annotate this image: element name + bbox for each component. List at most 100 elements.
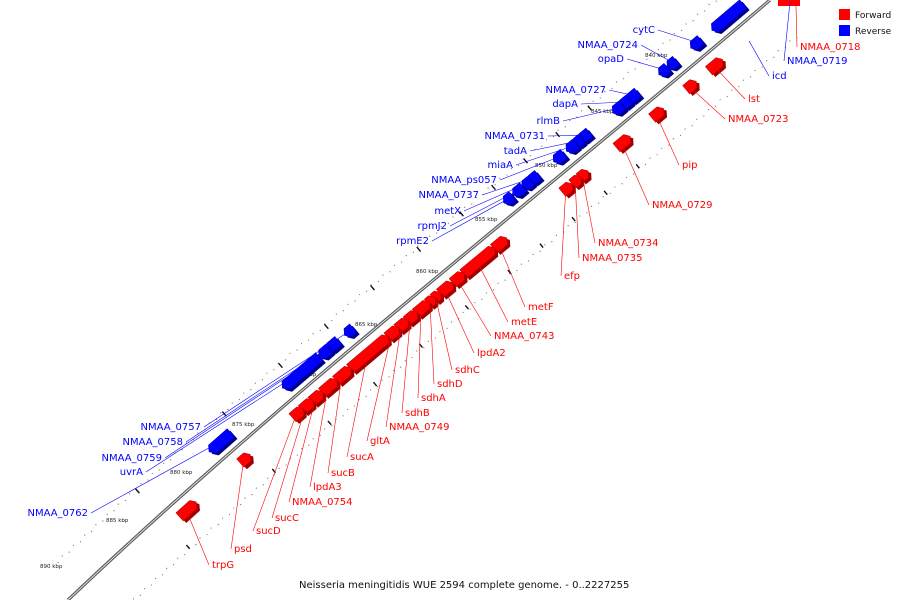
ruler-dot-lower — [551, 241, 553, 243]
gene-metE-leader — [477, 262, 509, 323]
gene-rpmE2-label: rpmE2 — [396, 236, 429, 247]
ruler-dot-lower — [210, 527, 212, 529]
ruler-kbp-label: 890 kbp — [40, 564, 63, 570]
ruler-dot-lower — [633, 173, 635, 175]
gene-NMAA_0727-label: NMAA_0727 — [545, 85, 606, 96]
ruler-major-tick-lower — [464, 304, 470, 310]
ruler-dot-upper — [289, 352, 291, 355]
gene-NMAA_0729-label: NMAA_0729 — [652, 200, 713, 211]
ruler-dot-upper — [557, 129, 559, 131]
ruler-dot-lower — [154, 577, 157, 580]
gene-NMAA_0734-leader — [581, 175, 596, 244]
gene-tadA-label: tadA — [504, 146, 527, 157]
gene-metF-label: metF — [528, 302, 554, 313]
ruler-dot-upper — [681, 29, 683, 31]
gene-sucC-label: sucC — [275, 513, 299, 524]
ruler-dot-upper — [79, 541, 82, 543]
ruler-dot-upper — [692, 20, 694, 22]
gene-uvrA-leader — [145, 370, 303, 473]
ruler-dot-upper — [181, 449, 183, 451]
ruler-major-tick-lower — [571, 216, 576, 222]
ruler-dot-upper — [592, 100, 594, 102]
gene-NMAA_ps057-label: NMAA_ps057 — [431, 175, 497, 186]
ruler-dot-lower — [684, 128, 686, 130]
ruler-dot-lower — [450, 321, 453, 323]
ruler-dot-lower — [434, 337, 437, 339]
ruler-dot-upper — [57, 561, 59, 564]
gene-psd-leader — [230, 459, 244, 550]
gene-labels: cytC NMAA_0724 opaD NMAA_0727 dapA rlmB NMAA_0… — [27, 1, 861, 571]
ruler-dot-lower — [492, 289, 495, 291]
ruler-dot-lower — [691, 125, 693, 127]
ruler-dot-lower — [644, 163, 647, 166]
gene-sdhD-label: sdhD — [437, 379, 463, 390]
gene-NMAA_0727-leader — [608, 89, 634, 96]
gene-NMAA_0754-leader — [288, 397, 316, 503]
ruler-dot-upper — [627, 71, 629, 73]
ruler-dot-lower — [331, 425, 333, 427]
ruler-dot-upper — [529, 155, 531, 157]
ruler-dot-lower — [567, 225, 569, 227]
genome-caption: Neisseria meningitidis WUE 2594 complete… — [299, 580, 629, 591]
backbone-arc — [66, 0, 772, 600]
gene-NMAA_0759-label: NMAA_0759 — [101, 453, 162, 464]
ruler-dot-lower — [462, 311, 464, 313]
ruler-dot-lower — [621, 183, 623, 185]
ruler-kbp-label: 865 kbp — [355, 322, 378, 328]
gene-miaA-leader — [515, 145, 573, 166]
ruler-dot-upper — [475, 197, 477, 199]
ruler-dot-upper — [389, 271, 391, 273]
gene-NMAA_0743-leader — [456, 279, 492, 337]
gene-NMAA_0759-leader — [164, 351, 326, 459]
gene-lpdA2-label: lpdA2 — [477, 348, 506, 359]
gene-metE-label: metE — [511, 317, 537, 328]
gene-sucC-leader — [271, 406, 307, 519]
ruler-dot-lower — [161, 574, 164, 576]
gene-efp-label: efp — [564, 271, 580, 282]
ruler-dot-upper — [611, 87, 613, 89]
gene-NMAA_0719-box — [711, 0, 747, 33]
ruler-dot-lower — [195, 543, 197, 546]
ruler-major-tick — [458, 211, 464, 217]
backbone-highlight — [67, 0, 771, 600]
ruler-major-tick — [587, 105, 593, 111]
ruler-dot-upper — [650, 52, 652, 54]
ruler-dot-upper — [342, 310, 345, 312]
gene-efp-leader — [560, 189, 567, 277]
gene-rpmJ2-leader — [449, 189, 520, 227]
ruler-dot-lower — [439, 331, 441, 333]
ruler-dot-lower — [143, 588, 146, 590]
ruler-dot-lower — [731, 89, 733, 91]
gene-opaD — [658, 62, 672, 77]
ruler-dot-lower — [324, 428, 326, 430]
ruler-major-tick-lower — [603, 190, 608, 196]
ruler-dot-lower — [400, 366, 402, 368]
gene-sdhC-label: sdhC — [455, 365, 480, 376]
ruler-dot-upper — [715, 0, 717, 2]
genome-backbone — [66, 0, 772, 600]
gene-metF-leader — [498, 244, 526, 308]
ruler-dot-lower — [719, 99, 721, 101]
ruler-dot-lower — [749, 76, 752, 78]
ruler-dot-upper — [308, 339, 310, 341]
ruler-dot-upper — [623, 78, 625, 80]
ruler-dot-lower — [773, 56, 775, 58]
ruler-dot-lower — [707, 108, 710, 111]
ruler-dot-upper — [347, 303, 349, 305]
ruler-dot-lower — [377, 385, 379, 388]
ruler-dot-lower — [177, 557, 179, 559]
gene-NMAA_0754-label: NMAA_0754 — [292, 497, 353, 508]
ruler-dot-lower — [661, 147, 663, 150]
ruler-dot-lower — [679, 134, 682, 137]
gene-uvrA — [281, 352, 324, 390]
ruler-dot-upper — [124, 499, 126, 502]
ruler-dot-upper — [238, 398, 240, 401]
ruler-dot-upper — [266, 372, 268, 374]
ruler-dot-lower — [738, 86, 740, 88]
ruler-dot-lower — [228, 513, 231, 516]
ruler-dot-upper — [657, 49, 660, 51]
ruler-dot-lower — [579, 215, 581, 217]
ruler-dot-upper — [113, 510, 115, 512]
ruler-dot-upper — [685, 23, 687, 25]
gene-pip-label: pip — [682, 160, 697, 171]
